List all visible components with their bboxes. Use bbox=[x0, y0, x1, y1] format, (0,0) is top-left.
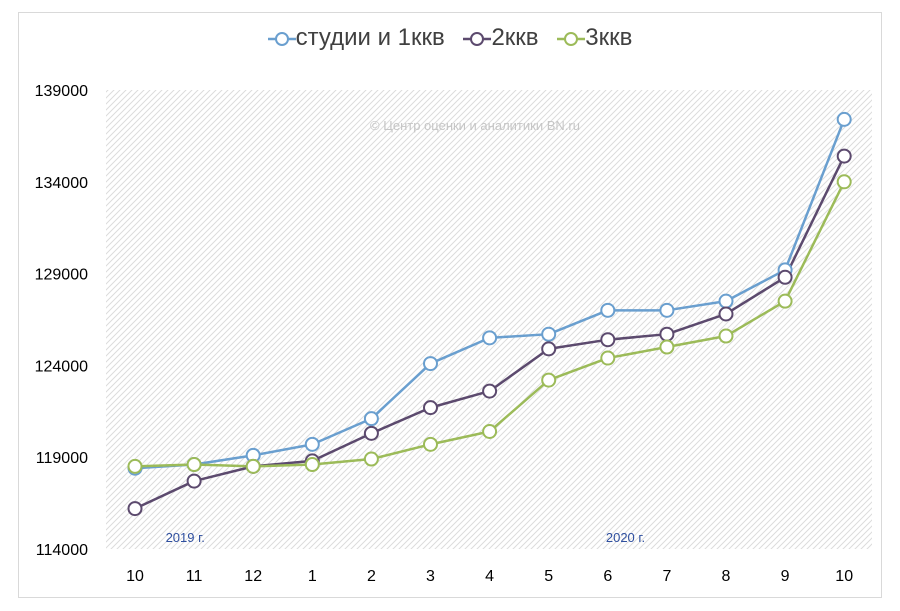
x-tick-label: 9 bbox=[781, 568, 790, 585]
y-tick-label: 124000 bbox=[35, 358, 88, 375]
legend-item-series-3: 3ккв bbox=[557, 24, 632, 52]
y-tick-label: 129000 bbox=[35, 267, 88, 284]
series-2-point bbox=[659, 326, 675, 342]
x-tick-label: 11 bbox=[186, 568, 203, 585]
y-tick-label: 119000 bbox=[36, 450, 88, 467]
year-label: 2019 г. bbox=[166, 530, 205, 545]
x-tick-label: 7 bbox=[662, 568, 671, 585]
year-labels: 2019 г. 2020 г. bbox=[166, 530, 646, 545]
series-3-point bbox=[836, 174, 852, 190]
series-3-point bbox=[659, 339, 675, 355]
series-3-point bbox=[600, 350, 616, 366]
watermark: © Центр оценки и аналитики BN.ru bbox=[370, 118, 580, 133]
x-tick-label: 3 bbox=[426, 568, 435, 585]
y-tick-label: 114000 bbox=[36, 542, 88, 559]
legend-marker-series-3 bbox=[557, 31, 586, 46]
series-1-point bbox=[836, 111, 852, 127]
series-1-point bbox=[718, 293, 734, 309]
legend-label-series-2: 2ккв bbox=[491, 24, 539, 51]
x-tick-label: 6 bbox=[603, 568, 612, 585]
series-2-point bbox=[600, 332, 616, 348]
series-2-point bbox=[718, 306, 734, 322]
chart-frame bbox=[18, 12, 882, 598]
series-3-point bbox=[718, 328, 734, 344]
series-3-point bbox=[423, 436, 438, 452]
x-tick-label: 5 bbox=[544, 568, 553, 585]
series-1-point bbox=[423, 356, 438, 372]
x-tick-label: 10 bbox=[835, 568, 853, 585]
series-2-point bbox=[482, 383, 498, 399]
series-1-point bbox=[659, 302, 675, 318]
y-tick-label: 134000 bbox=[35, 175, 88, 192]
x-tick-label: 8 bbox=[722, 568, 731, 585]
series-1-point bbox=[482, 330, 498, 346]
legend-label-series-3: 3ккв bbox=[585, 24, 633, 51]
legend-label-series-1: студии и 1ккв bbox=[295, 24, 445, 51]
x-tick-label: 10 bbox=[126, 568, 144, 585]
series-group bbox=[127, 111, 852, 517]
series-1-point bbox=[363, 411, 379, 427]
series-2-point bbox=[186, 473, 202, 489]
series-2-point bbox=[127, 501, 143, 517]
y-tick-label: 139000 bbox=[35, 83, 88, 100]
x-tick-label: 4 bbox=[485, 568, 494, 585]
series-3-point bbox=[363, 451, 379, 467]
series-2-point bbox=[423, 400, 438, 416]
x-tick-label: 2 bbox=[367, 568, 376, 585]
x-axis: 10 11 12 1 2 3 4 5 6 7 8 9 10 bbox=[126, 568, 853, 585]
series-2-point bbox=[363, 425, 379, 441]
series-1-point bbox=[541, 326, 557, 342]
series-3-point bbox=[186, 457, 202, 473]
series-3-point bbox=[777, 293, 793, 309]
series-3-point bbox=[482, 423, 498, 439]
series-2-point bbox=[541, 341, 557, 357]
series-3-point bbox=[245, 458, 261, 474]
series-1-point bbox=[304, 436, 320, 452]
year-label: 2020 г. bbox=[606, 530, 645, 545]
x-tick-label: 12 bbox=[244, 568, 262, 585]
series-3-point bbox=[127, 458, 143, 474]
legend-marker-series-2 bbox=[463, 31, 492, 46]
series-2-point bbox=[777, 269, 793, 285]
x-tick-label: 1 bbox=[308, 568, 317, 585]
series-3-point bbox=[541, 372, 557, 388]
legend-item-series-1: студии и 1ккв bbox=[267, 24, 445, 52]
plot-area bbox=[106, 90, 872, 549]
series-3-point bbox=[304, 457, 320, 473]
legend: студии и 1ккв 2ккв 3ккв bbox=[0, 24, 900, 52]
series-1-point bbox=[600, 302, 616, 318]
legend-marker-series-1 bbox=[267, 31, 296, 46]
series-2-point bbox=[836, 148, 852, 164]
y-axis: 114000 119000 124000 129000 134000 139000 bbox=[35, 83, 88, 559]
legend-item-series-2: 2ккв bbox=[463, 24, 539, 52]
